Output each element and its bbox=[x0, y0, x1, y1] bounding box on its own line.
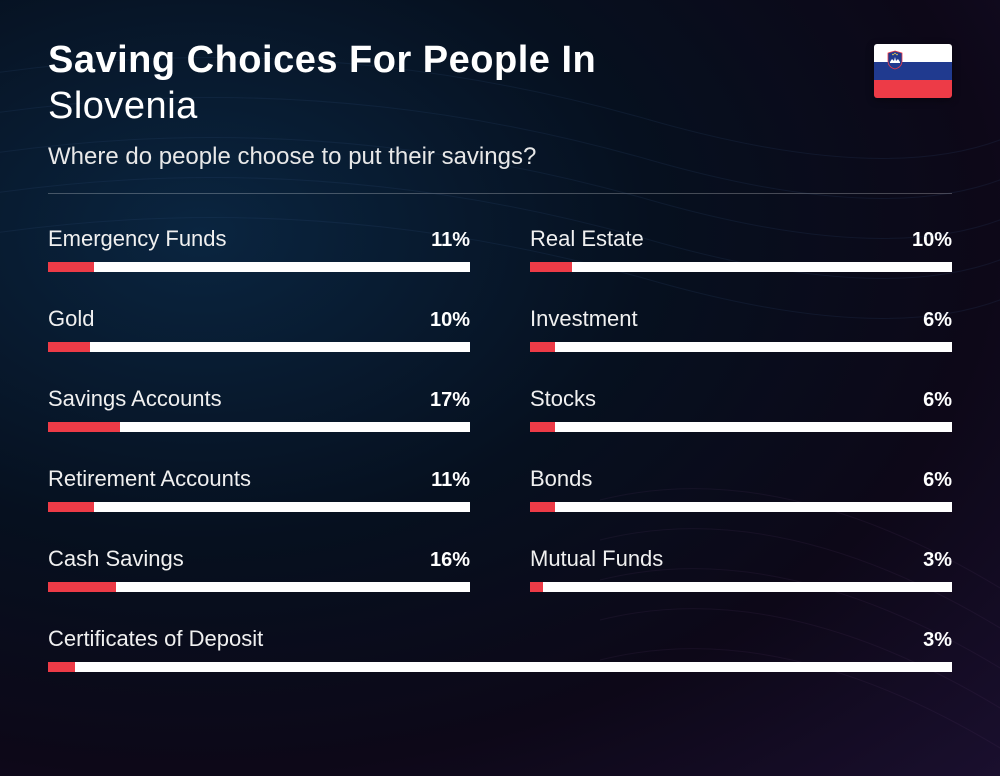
bar-item-head: Mutual Funds 3% bbox=[530, 546, 952, 572]
bar-item: Gold 10% bbox=[48, 306, 470, 352]
bar-track bbox=[48, 582, 470, 592]
flag-emblem-icon bbox=[886, 50, 904, 70]
bar-track bbox=[530, 422, 952, 432]
bar-value: 10% bbox=[430, 309, 470, 332]
bar-label: Mutual Funds bbox=[530, 546, 663, 572]
bar-item-head: Certificates of Deposit 3% bbox=[48, 626, 952, 652]
bar-label: Stocks bbox=[530, 386, 596, 412]
bar-value: 11% bbox=[431, 469, 470, 492]
bar-item-head: Emergency Funds 11% bbox=[48, 226, 470, 252]
bar-track bbox=[48, 342, 470, 352]
flag-stripe-red bbox=[874, 80, 952, 98]
title-line-1: Saving Choices For People In bbox=[48, 40, 952, 82]
bar-item: Mutual Funds 3% bbox=[530, 546, 952, 592]
flag-slovenia bbox=[874, 44, 952, 98]
bar-label: Certificates of Deposit bbox=[48, 626, 263, 652]
bar-label: Savings Accounts bbox=[48, 386, 222, 412]
bar-item: Savings Accounts 17% bbox=[48, 386, 470, 432]
bar-value: 6% bbox=[923, 469, 952, 492]
bar-item: Stocks 6% bbox=[530, 386, 952, 432]
bar-label: Retirement Accounts bbox=[48, 466, 251, 492]
bar-fill bbox=[48, 582, 116, 592]
bar-label: Bonds bbox=[530, 466, 592, 492]
bar-label: Gold bbox=[48, 306, 94, 332]
bar-label: Real Estate bbox=[530, 226, 644, 252]
bar-value: 16% bbox=[430, 549, 470, 572]
title-line-2: Slovenia bbox=[48, 84, 952, 130]
bar-track bbox=[48, 262, 470, 272]
bar-item: Retirement Accounts 11% bbox=[48, 466, 470, 512]
bar-label: Cash Savings bbox=[48, 546, 184, 572]
bar-item: Investment 6% bbox=[530, 306, 952, 352]
bar-item-head: Gold 10% bbox=[48, 306, 470, 332]
bar-fill bbox=[530, 262, 572, 272]
bar-fill bbox=[530, 502, 555, 512]
bar-track bbox=[48, 502, 470, 512]
bar-value: 6% bbox=[923, 309, 952, 332]
bar-item: Bonds 6% bbox=[530, 466, 952, 512]
bar-fill bbox=[530, 422, 555, 432]
bar-track bbox=[530, 502, 952, 512]
bar-value: 17% bbox=[430, 389, 470, 412]
bar-item-head: Retirement Accounts 11% bbox=[48, 466, 470, 492]
bar-fill bbox=[48, 262, 94, 272]
bar-fill bbox=[48, 662, 75, 672]
bar-item: Real Estate 10% bbox=[530, 226, 952, 272]
bar-label: Emergency Funds bbox=[48, 226, 227, 252]
bar-item-head: Stocks 6% bbox=[530, 386, 952, 412]
bar-track bbox=[530, 582, 952, 592]
bar-value: 3% bbox=[923, 549, 952, 572]
bar-label: Investment bbox=[530, 306, 638, 332]
bar-fill bbox=[48, 422, 120, 432]
bar-track bbox=[48, 422, 470, 432]
subtitle: Where do people choose to put their savi… bbox=[48, 143, 952, 171]
bar-item-head: Savings Accounts 17% bbox=[48, 386, 470, 412]
bar-value: 3% bbox=[923, 629, 952, 652]
bar-track bbox=[530, 342, 952, 352]
bar-value: 10% bbox=[912, 229, 952, 252]
bar-value: 6% bbox=[923, 389, 952, 412]
bar-track bbox=[530, 262, 952, 272]
bar-fill bbox=[48, 342, 90, 352]
bar-fill bbox=[530, 342, 555, 352]
divider bbox=[48, 193, 952, 194]
bar-item-head: Investment 6% bbox=[530, 306, 952, 332]
bar-item: Emergency Funds 11% bbox=[48, 226, 470, 272]
bar-item-head: Cash Savings 16% bbox=[48, 546, 470, 572]
bar-item: Cash Savings 16% bbox=[48, 546, 470, 592]
header: Saving Choices For People In Slovenia Wh… bbox=[48, 40, 952, 171]
bar-track bbox=[48, 662, 952, 672]
bar-value: 11% bbox=[431, 229, 470, 252]
bar-fill bbox=[530, 582, 543, 592]
bars-grid: Emergency Funds 11% Real Estate 10% Gold 10% I… bbox=[48, 226, 952, 672]
bar-item: Certificates of Deposit 3% bbox=[48, 626, 952, 672]
bar-fill bbox=[48, 502, 94, 512]
bar-item-head: Bonds 6% bbox=[530, 466, 952, 492]
bar-item-head: Real Estate 10% bbox=[530, 226, 952, 252]
